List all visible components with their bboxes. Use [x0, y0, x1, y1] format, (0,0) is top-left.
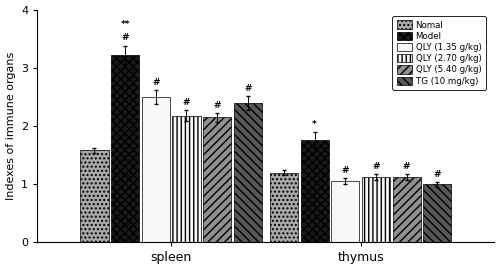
Legend: Nomal, Model, QLY (1.35 g/kg), QLY (2.70 g/kg), QLY (5.40 g/kg), TG (10 mg/kg): Nomal, Model, QLY (1.35 g/kg), QLY (2.70… [392, 16, 486, 90]
Text: #: # [122, 33, 129, 42]
Bar [300, 140, 328, 242]
Bar [142, 97, 170, 242]
Y-axis label: Indexes of immune organs: Indexes of immune organs [6, 52, 16, 200]
Text: #: # [152, 78, 160, 87]
Bar [172, 116, 201, 242]
Bar [423, 184, 452, 242]
Bar [331, 181, 360, 242]
Text: #: # [434, 170, 441, 179]
Bar [80, 150, 108, 242]
Bar [203, 117, 231, 242]
Text: #: # [182, 98, 190, 107]
Text: *: * [312, 120, 317, 130]
Text: #: # [342, 166, 349, 175]
Text: #: # [214, 101, 221, 110]
Text: #: # [372, 162, 380, 171]
Text: #: # [244, 84, 252, 93]
Bar [111, 55, 139, 242]
Bar [270, 173, 298, 242]
Bar [392, 177, 420, 242]
Bar [362, 177, 390, 242]
Text: #: # [403, 162, 410, 171]
Bar [234, 103, 262, 242]
Text: **: ** [120, 20, 130, 29]
